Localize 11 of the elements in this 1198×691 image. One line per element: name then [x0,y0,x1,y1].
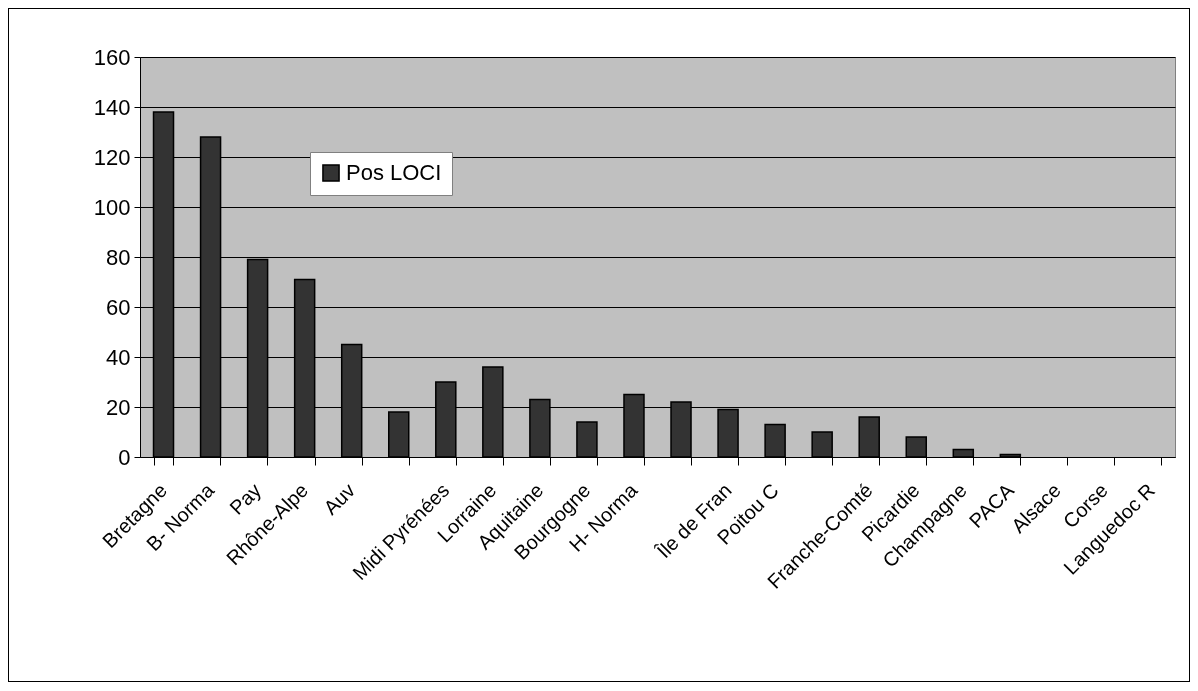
y-tick-label: 40 [106,344,131,370]
y-tick-label: 140 [93,94,131,120]
y-tick-label: 160 [93,44,131,70]
y-tick-label: 80 [106,244,131,270]
x-tick-label: Auv [319,479,360,519]
y-tick-label: 20 [106,394,131,420]
y-tick-label: 120 [93,144,131,170]
y-tick-label: 0 [118,444,131,470]
legend-label: Pos LOCI [346,160,442,185]
y-tick-label: 100 [93,194,131,220]
y-tick-label: 60 [106,294,131,320]
